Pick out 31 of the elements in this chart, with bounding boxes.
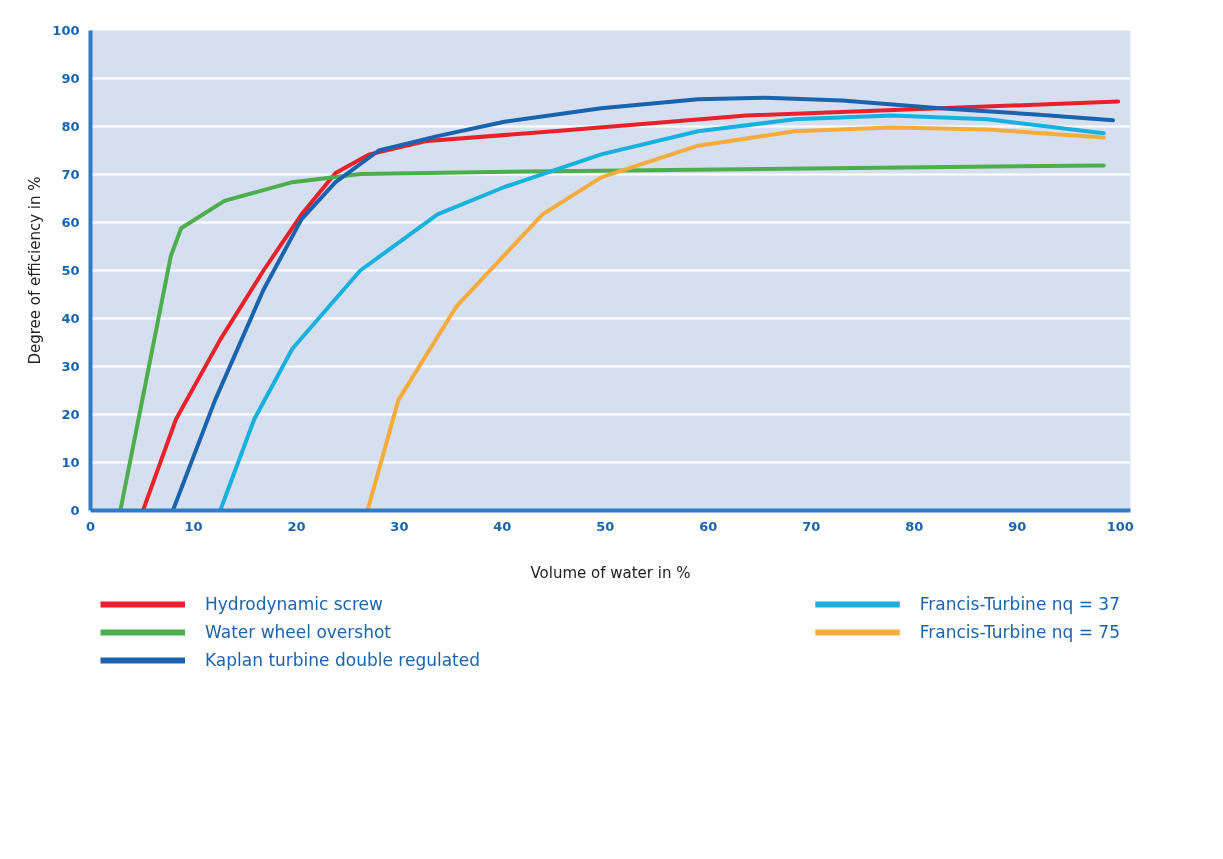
y-tick-label: 70 bbox=[61, 167, 80, 182]
y-tick-label: 80 bbox=[61, 119, 80, 134]
y-tick-label: 60 bbox=[61, 215, 80, 230]
x-tick-label: 70 bbox=[802, 518, 821, 534]
y-tick-label: 100 bbox=[52, 23, 80, 38]
x-tick-label: 20 bbox=[287, 518, 306, 534]
legend-label: Water wheel overshot bbox=[205, 622, 391, 642]
x-axis-title: Volume of water in % bbox=[530, 563, 691, 582]
x-tick-label: 100 bbox=[1106, 518, 1134, 534]
x-tick-label: 10 bbox=[184, 518, 203, 534]
line-series bbox=[118, 163, 1106, 511]
x-tick-label: 30 bbox=[390, 518, 409, 534]
x-tick-label: 50 bbox=[596, 518, 615, 534]
x-tick-label: 80 bbox=[905, 518, 924, 534]
y-axis-title: Degree of efficiency in % bbox=[26, 176, 45, 365]
y-tick-label: 0 bbox=[70, 503, 80, 518]
y-tick-label: 50 bbox=[61, 263, 80, 278]
legend-label: Francis-Turbine nq = 37 bbox=[919, 594, 1120, 614]
x-tick-label: 90 bbox=[1008, 518, 1027, 534]
y-tick-label: 20 bbox=[61, 407, 80, 422]
legend-label: Kaplan turbine double regulated bbox=[205, 650, 480, 670]
legend-label: Francis-Turbine nq = 75 bbox=[919, 622, 1120, 642]
y-tick-label: 30 bbox=[61, 359, 80, 374]
x-tick-label: 40 bbox=[493, 518, 512, 534]
x-tick-label: 0 bbox=[85, 518, 96, 534]
y-tick-label: 40 bbox=[61, 311, 80, 326]
y-tick-label: 90 bbox=[61, 71, 80, 86]
x-tick-label: 60 bbox=[699, 518, 718, 534]
legend-label: Hydrodynamic screw bbox=[205, 594, 383, 614]
line-series bbox=[365, 125, 1106, 511]
y-tick-label: 10 bbox=[61, 455, 80, 470]
